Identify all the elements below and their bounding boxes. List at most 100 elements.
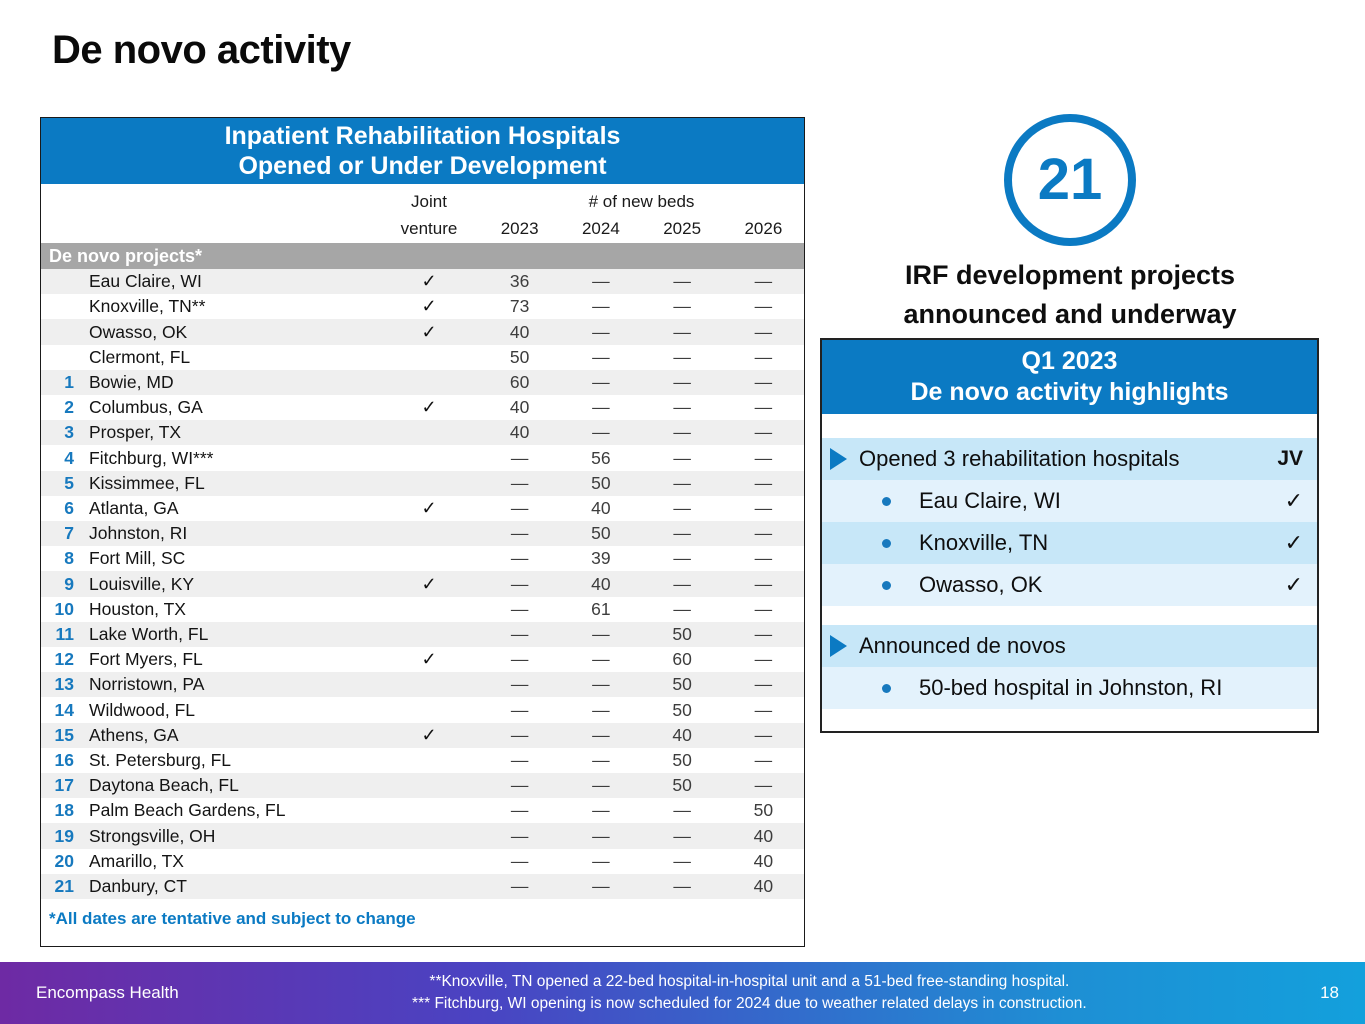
highlights-row: Knoxville, TN ✓ — [822, 522, 1317, 564]
row-number: 16 — [54, 749, 74, 770]
column-header-joint: Joint — [411, 192, 447, 211]
row-number: 1 — [64, 371, 74, 392]
table-row: 6 Atlanta, GA ✓ — 40 — — — [41, 496, 804, 521]
check-icon: ✓ — [1284, 530, 1303, 555]
beds-2026: — — [754, 422, 773, 443]
beds-2024: 40 — [591, 573, 611, 594]
beds-2023: — — [510, 497, 529, 518]
beds-2025: — — [673, 825, 691, 846]
row-city: Bowie, MD — [89, 371, 174, 392]
row-city: Columbus, GA — [89, 397, 203, 418]
beds-2025: — — [673, 296, 691, 317]
table-row: 17 Daytona Beach, FL — — 50 — — [41, 773, 804, 799]
beds-2023: 50 — [509, 346, 530, 367]
brand-name: Encompass Health — [36, 983, 179, 1002]
table-row: 3 Prosper, TX 40 — — — — [41, 420, 804, 446]
column-header-new-beds: # of new beds — [588, 192, 695, 211]
highlights-header-line2: De novo activity highlights — [910, 378, 1229, 406]
beds-2025: — — [673, 472, 691, 493]
beds-2025: — — [673, 271, 691, 292]
row-city: St. Petersburg, FL — [89, 749, 232, 770]
table-row: 2 Columbus, GA ✓ 40 — — — — [41, 395, 804, 420]
highlights-header-line1: Q1 2023 — [1021, 346, 1118, 375]
row-number: 7 — [64, 523, 74, 544]
table-row: 21 Danbury, CT — — — 40 — [41, 873, 804, 900]
joint-venture-check-icon: ✓ — [421, 296, 437, 317]
row-city: Louisville, KY — [89, 573, 195, 594]
footer-notes: **Knoxville, TN opened a 22-bed hospital… — [179, 971, 1320, 1016]
table-row: 9 Louisville, KY ✓ — 40 — — — [41, 571, 804, 597]
beds-2024: — — [592, 875, 610, 896]
beds-2023: — — [510, 598, 529, 619]
beds-2025: 50 — [672, 749, 692, 770]
row-number: 20 — [54, 850, 74, 871]
joint-venture-check-icon: ✓ — [421, 271, 437, 292]
table-column-headers: Joint # of new beds venture 2023 2024 20… — [41, 184, 804, 243]
table-row: 11 Lake Worth, FL — — 50 — — [41, 621, 804, 648]
highlights-row: Owasso, OK ✓ — [822, 564, 1317, 606]
beds-2024: — — [592, 296, 610, 317]
page-title: De novo activity — [52, 28, 351, 72]
footer-bar: Encompass Health **Knoxville, TN opened … — [0, 962, 1365, 1024]
highlights-row: 50-bed hospital in Johnston, RI — [822, 667, 1317, 709]
beds-2025: — — [673, 321, 691, 342]
highlights-item-label: Knoxville, TN — [919, 530, 1049, 555]
row-number: 21 — [54, 875, 74, 896]
beds-2024: — — [592, 699, 610, 720]
table-row: 20 Amarillo, TX — — — 40 — [41, 849, 804, 874]
beds-2023: — — [510, 623, 529, 644]
row-number: 2 — [64, 397, 74, 418]
beds-2026: — — [754, 775, 773, 796]
beds-2026: — — [754, 749, 773, 770]
callout-caption-line2: announced and underway — [903, 299, 1237, 330]
beds-2023: — — [510, 573, 529, 594]
highlights-body: Opened 3 rehabilitation hospitals JV Eau C… — [822, 414, 1317, 731]
beds-2026: — — [754, 296, 773, 317]
row-city: Johnston, RI — [89, 523, 188, 544]
beds-2024: — — [592, 724, 610, 745]
beds-2023: — — [510, 548, 529, 569]
row-city: Eau Claire, WI — [89, 271, 202, 292]
beds-2024: — — [592, 775, 610, 796]
beds-2023: — — [510, 699, 529, 720]
table-row: 15 Athens, GA ✓ — — 40 — — [41, 722, 804, 748]
beds-2026: 40 — [753, 850, 774, 871]
beds-2023: 36 — [509, 271, 530, 292]
beds-2026: — — [754, 346, 773, 367]
beds-2023: — — [510, 447, 529, 468]
column-header-venture: venture — [400, 219, 458, 238]
row-city: Fort Myers, FL — [89, 649, 203, 670]
beds-2024: — — [592, 649, 610, 670]
beds-2024: — — [592, 271, 610, 292]
table-row: Knoxville, TN** ✓ 73 — — — — [41, 294, 804, 319]
row-number: 12 — [54, 649, 74, 670]
row-number: 18 — [54, 800, 74, 821]
denovo-projects-table: Inpatient Rehabilitation Hospitals Opene… — [40, 117, 805, 947]
table-footnote: *All dates are tentative and subject to … — [49, 909, 416, 928]
row-city: Kissimmee, FL — [89, 472, 205, 493]
beds-2025: — — [673, 523, 691, 544]
row-city: Norristown, PA — [89, 674, 205, 695]
table-row: Owasso, OK ✓ 40 — — — — [41, 319, 804, 345]
highlights-box: Q1 2023 De novo activity highlights Open… — [820, 338, 1319, 733]
highlights-item-label: 50-bed hospital in Johnston, RI — [919, 675, 1223, 700]
beds-2023: — — [510, 523, 529, 544]
beds-2025: 40 — [672, 724, 692, 745]
triangle-bullet-icon — [830, 635, 847, 657]
highlights-item-label: Eau Claire, WI — [919, 488, 1061, 513]
beds-2023: 73 — [509, 296, 530, 317]
dot-bullet-icon — [882, 683, 891, 693]
beds-2024: 39 — [591, 548, 611, 569]
beds-2026: — — [754, 523, 773, 544]
row-city: Athens, GA — [89, 724, 179, 745]
table-row: 8 Fort Mill, SC — 39 — — — [41, 546, 804, 571]
row-city: Prosper, TX — [89, 422, 182, 443]
dot-bullet-icon — [882, 496, 891, 506]
row-number: 19 — [54, 825, 74, 846]
triangle-bullet-icon — [830, 448, 847, 470]
beds-2025: — — [673, 850, 691, 871]
table-title-line1: Inpatient Rehabilitation Hospitals — [224, 122, 621, 150]
table-title: Inpatient Rehabilitation Hospitals Opene… — [41, 118, 804, 184]
beds-2023: — — [510, 472, 529, 493]
row-city: Fitchburg, WI*** — [89, 447, 214, 468]
